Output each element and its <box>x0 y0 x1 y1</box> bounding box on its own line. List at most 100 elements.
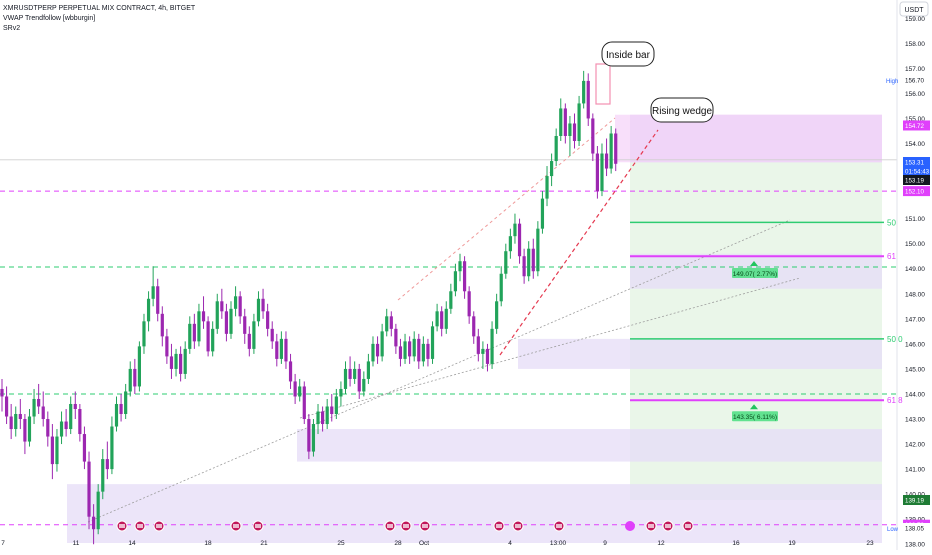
candle-body-37 <box>169 356 174 369</box>
price-tick-12: 150.00 <box>905 241 925 248</box>
candle-body-4 <box>18 414 22 420</box>
candle-body-45 <box>206 321 210 352</box>
zone-3 <box>297 429 882 462</box>
candle-body-10 <box>46 419 50 437</box>
price-tick-8: 146.00 <box>905 341 925 348</box>
price-tick-19: 157.00 <box>905 66 925 73</box>
candle-body-35 <box>160 313 164 337</box>
price-label-2: 153.31 <box>905 160 924 167</box>
candle-body-41 <box>188 323 192 349</box>
price-label-bg-1 <box>903 120 930 131</box>
time-tick-9: 13:00 <box>550 540 567 547</box>
event-flag-1 <box>137 524 143 528</box>
candle-body-7 <box>32 398 36 417</box>
currency-label: USDT <box>904 7 924 14</box>
candle-body-128 <box>586 80 590 119</box>
candle-body-80 <box>366 361 370 379</box>
time-tick-0: 7 <box>1 540 5 547</box>
candle-body-103 <box>472 316 476 337</box>
candle-body-56 <box>256 298 261 322</box>
candle-body-61 <box>279 338 283 359</box>
candle-body-79 <box>362 378 366 392</box>
event-flag-6 <box>403 524 409 528</box>
candle-body-113 <box>517 223 522 257</box>
indicator-vwap: VWAP Trendfollow [wbburgin] <box>3 15 95 22</box>
candle-body-23 <box>105 459 109 470</box>
price-label-bg-8 <box>903 523 930 533</box>
time-tick-11: 12 <box>657 540 665 547</box>
zone-top-tint <box>615 114 882 163</box>
target-label-1: 143.35( 6.11%) <box>733 414 777 421</box>
inside-bar-callout[interactable]: Inside bar <box>601 41 655 67</box>
candle-body-89 <box>408 341 412 357</box>
candle-body-106 <box>485 348 490 364</box>
price-tick-11: 149.00 <box>905 266 925 273</box>
candle-body-114 <box>522 256 526 277</box>
candle-body-65 <box>298 386 302 397</box>
price-label-bg-4 <box>903 175 930 185</box>
zone-2 <box>518 338 882 369</box>
target-label-0: 149.07( 2.77%) <box>733 271 777 278</box>
candle-body-85 <box>389 316 393 329</box>
chart-header: XMRUSDTPERP PERPETUAL MIX CONTRACT, 4h, … <box>3 5 196 32</box>
candle-body-1 <box>4 396 9 417</box>
economic-events-row[interactable] <box>116 520 694 532</box>
candle-body-115 <box>527 248 531 277</box>
candle-body-116 <box>531 248 535 272</box>
candle-body-119 <box>545 176 549 199</box>
candle-body-31 <box>142 321 146 347</box>
time-tick-14: 23 <box>866 540 874 547</box>
candle-body-129 <box>591 118 595 154</box>
high-label: High <box>886 79 898 85</box>
price-label-bg-3 <box>903 166 930 176</box>
candle-body-67 <box>307 419 311 452</box>
time-tick-8: 4 <box>508 540 512 547</box>
price-label-8: 138.05 <box>905 526 924 533</box>
candle-body-111 <box>508 236 512 252</box>
candle-body-110 <box>504 251 508 274</box>
candle-body-90 <box>412 338 416 357</box>
price-tick-21: 159.00 <box>905 16 925 23</box>
price-tick-5: 143.00 <box>905 417 925 424</box>
event-special-marker <box>625 521 635 531</box>
inside-bar-label: Inside bar <box>606 50 651 61</box>
candle-body-124 <box>568 123 572 136</box>
rising-wedge-label: Rising wedge <box>652 106 712 117</box>
price-tick-13: 151.00 <box>905 216 925 223</box>
candle-body-134 <box>614 133 618 164</box>
candle-body-92 <box>421 343 425 362</box>
candle-body-63 <box>288 361 293 382</box>
price-label-bg-5 <box>903 186 930 197</box>
price-label-3: 01:54:43 <box>905 169 930 176</box>
candle-body-69 <box>316 411 320 425</box>
price-tick-10: 148.00 <box>905 291 925 298</box>
price-tick-0: 138.00 <box>905 542 925 549</box>
candle-body-13 <box>59 421 64 437</box>
event-flag-12 <box>665 524 671 528</box>
price-label-bg-2 <box>903 157 930 167</box>
currency-button[interactable]: USDT <box>899 1 929 17</box>
candle-body-96 <box>440 311 444 329</box>
event-flag-4 <box>255 524 261 528</box>
candle-body-73 <box>334 396 338 415</box>
candle-body-20 <box>92 516 96 530</box>
time-tick-6: 28 <box>394 540 402 547</box>
candle-body-32 <box>146 298 151 322</box>
candle-body-6 <box>27 416 32 442</box>
time-axis[interactable]: 7 11 14 18 21 25 28 Oct 4 13:00 9 12 16 19 23 <box>1 540 874 547</box>
candle-body-21 <box>96 491 100 530</box>
candle-body-102 <box>467 291 471 317</box>
price-axis-labels: 156.70 154.72 153.31 01:54:43 153.19 152.10 13… <box>886 75 930 533</box>
candle-body-53 <box>243 316 247 334</box>
candle-body-108 <box>495 301 499 329</box>
candle-body-15 <box>69 403 73 430</box>
candle-body-105 <box>481 348 485 354</box>
trendlines <box>87 63 801 523</box>
low-label: Low <box>887 527 899 533</box>
rising-wedge-callout[interactable]: Rising wedge <box>650 97 714 123</box>
candle-body-131 <box>600 153 604 192</box>
candle-body-93 <box>426 343 430 359</box>
candle-body-51 <box>233 296 238 309</box>
